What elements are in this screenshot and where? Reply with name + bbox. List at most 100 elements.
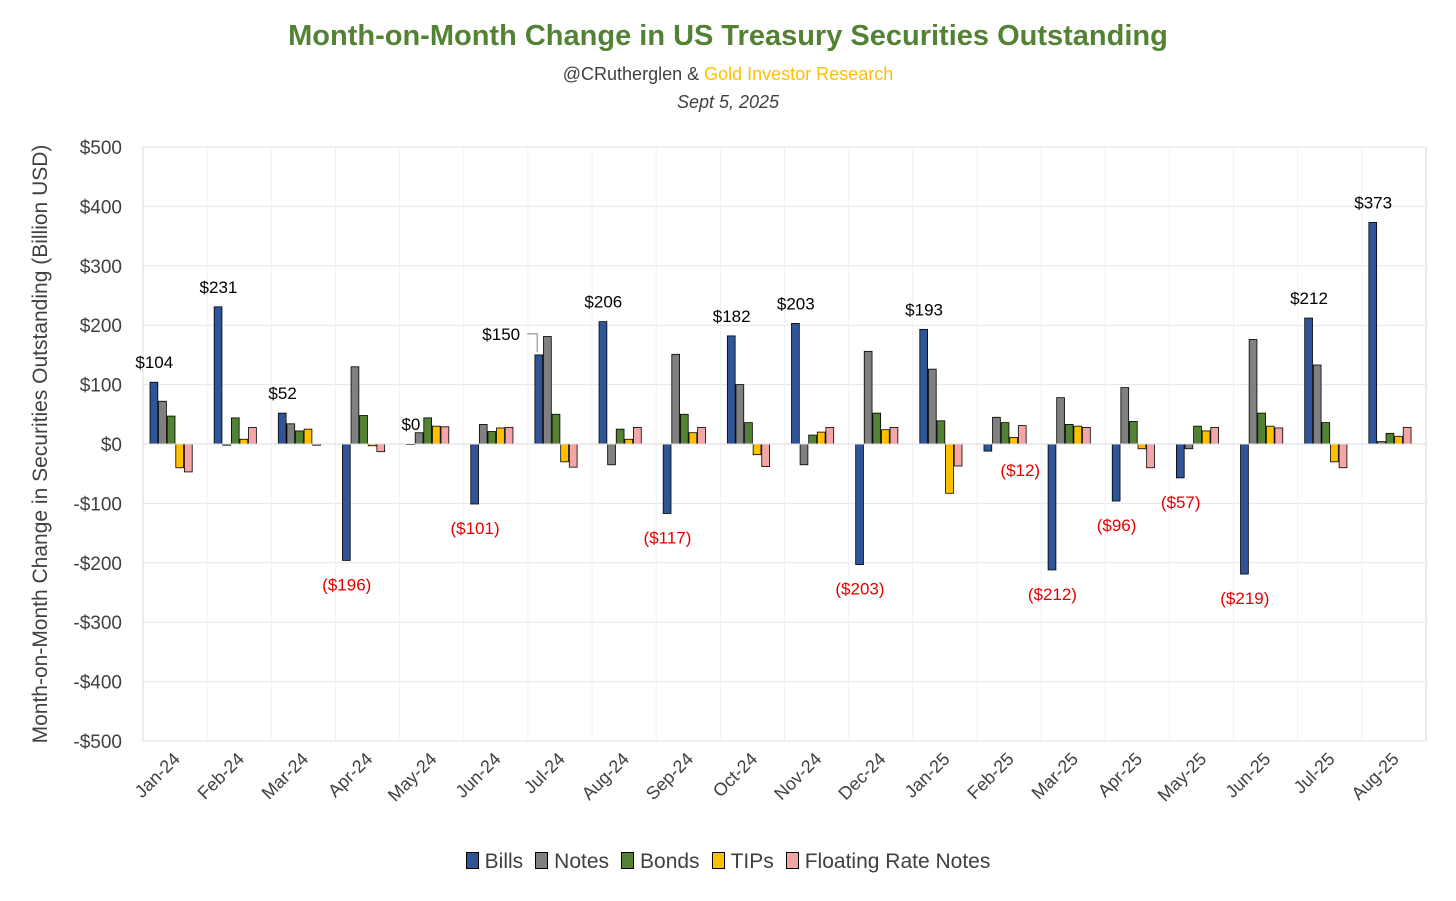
bar-floating-rate-notes bbox=[504, 426, 514, 445]
bar-tips bbox=[1201, 430, 1211, 445]
bar-floating-rate-notes bbox=[1274, 427, 1284, 445]
subtitle-ampersand: & bbox=[682, 64, 705, 84]
data-label: ($12) bbox=[1000, 461, 1040, 480]
bar-floating-rate-notes bbox=[1082, 426, 1091, 445]
bar-notes bbox=[863, 350, 873, 445]
data-label: ($196) bbox=[322, 575, 371, 594]
bar-floating-rate-notes bbox=[633, 426, 642, 445]
bar-bonds bbox=[295, 430, 304, 445]
partner-name: Gold Investor Research bbox=[704, 64, 894, 84]
bar-floating-rate-notes bbox=[1210, 426, 1220, 445]
bar-bonds bbox=[680, 413, 689, 445]
data-label: $150 bbox=[482, 325, 520, 344]
x-tick-label: Feb-24 bbox=[194, 749, 248, 803]
bar-floating-rate-notes bbox=[1146, 443, 1155, 469]
y-axis-tick-labels: $500 $400 $300 $200 $100 $0 -$100 -$200 -$300 -$4… bbox=[73, 138, 122, 753]
x-tick-label: Jul-25 bbox=[1290, 749, 1339, 798]
y-tick-label: -$400 bbox=[73, 673, 122, 694]
bar-notes bbox=[928, 368, 937, 445]
data-label: $182 bbox=[713, 307, 751, 326]
y-tick-label: $500 bbox=[80, 138, 122, 159]
data-label-leader-line bbox=[527, 333, 538, 352]
x-tick-label: Jun-24 bbox=[452, 749, 505, 802]
data-label: $52 bbox=[268, 384, 296, 403]
legend-item: Floating Rate Notes bbox=[785, 850, 990, 874]
x-tick-label: Jan-25 bbox=[901, 749, 954, 802]
data-label: ($117) bbox=[644, 528, 692, 547]
bar-notes bbox=[1120, 387, 1130, 445]
bar-bonds bbox=[1064, 423, 1074, 445]
bar-bills bbox=[277, 412, 287, 445]
bar-tips bbox=[1394, 435, 1403, 445]
bar-floating-rate-notes bbox=[248, 426, 257, 445]
bar-bills bbox=[470, 443, 479, 505]
legend: Bills Notes Bonds TIPs Floating Rate Notes bbox=[0, 850, 1456, 874]
bar-bonds bbox=[1000, 422, 1010, 445]
bar-notes bbox=[799, 443, 809, 466]
data-label: ($96) bbox=[1097, 516, 1137, 535]
bar-tips bbox=[752, 443, 762, 456]
bar-bonds bbox=[359, 415, 368, 445]
bar-notes bbox=[607, 443, 616, 466]
bar-floating-rate-notes bbox=[440, 426, 450, 445]
bar-floating-rate-notes bbox=[1017, 425, 1027, 445]
bar-bonds bbox=[808, 434, 817, 445]
bar-notes bbox=[158, 400, 167, 445]
x-tick-label: May-24 bbox=[384, 749, 441, 806]
bar-notes bbox=[1248, 339, 1258, 445]
bar-bills bbox=[1240, 443, 1249, 575]
bar-tips bbox=[624, 438, 634, 445]
legend-swatch bbox=[711, 852, 725, 869]
bar-tips bbox=[816, 431, 826, 445]
bar-bonds bbox=[1193, 425, 1202, 445]
bar-bonds bbox=[487, 431, 497, 445]
bar-bills bbox=[791, 323, 800, 445]
x-tick-label: Jul-24 bbox=[520, 749, 569, 798]
legend-label: Bonds bbox=[640, 850, 700, 873]
bar-bills bbox=[534, 354, 544, 445]
bar-notes bbox=[992, 416, 1001, 445]
legend-swatch bbox=[465, 852, 479, 869]
data-label: ($101) bbox=[450, 519, 499, 538]
legend-swatch bbox=[621, 852, 635, 869]
legend-label: TIPs bbox=[730, 850, 774, 873]
legend-swatch bbox=[785, 852, 799, 869]
legend-item: Bonds bbox=[621, 850, 700, 874]
bar-bills bbox=[1111, 443, 1121, 502]
bar-bills bbox=[1304, 317, 1313, 445]
y-tick-label: $0 bbox=[101, 435, 122, 456]
bar-notes bbox=[1184, 443, 1194, 450]
bar-bills bbox=[983, 443, 993, 452]
bar-bills bbox=[149, 381, 159, 445]
bar-bonds bbox=[1129, 421, 1138, 445]
bar-bonds bbox=[744, 422, 753, 445]
x-tick-label: Dec-24 bbox=[834, 749, 889, 804]
data-label: $212 bbox=[1290, 289, 1328, 308]
bar-bills bbox=[1176, 443, 1185, 479]
data-labels: $104 $231 $52 ($196) $0 ($101) $150 $206 ($117) $… bbox=[135, 193, 1392, 608]
legend-item: Bills bbox=[465, 850, 523, 874]
bar-floating-rate-notes bbox=[1338, 443, 1348, 469]
bar-notes bbox=[350, 366, 360, 445]
data-label: $231 bbox=[200, 278, 238, 297]
bar-notes bbox=[1312, 364, 1322, 445]
y-tick-label: -$500 bbox=[73, 732, 122, 753]
data-label: $0 bbox=[401, 415, 420, 434]
bar-bonds bbox=[872, 412, 882, 445]
bar-bonds bbox=[1385, 432, 1395, 445]
bar-tips bbox=[496, 427, 505, 445]
x-tick-label: Oct-24 bbox=[709, 749, 761, 801]
bar-notes bbox=[735, 384, 745, 445]
x-tick-label: Aug-24 bbox=[578, 749, 633, 804]
bar-tips bbox=[431, 425, 441, 445]
x-tick-label: May-25 bbox=[1154, 749, 1211, 806]
x-tick-label: Jan-24 bbox=[131, 749, 184, 802]
bar-bonds bbox=[551, 413, 561, 445]
y-tick-label: -$100 bbox=[73, 494, 122, 515]
data-label: $104 bbox=[135, 353, 173, 372]
bar-tips bbox=[239, 438, 249, 445]
bar-bonds bbox=[166, 415, 176, 445]
data-label: ($57) bbox=[1161, 493, 1201, 512]
bar-bonds bbox=[936, 420, 946, 445]
